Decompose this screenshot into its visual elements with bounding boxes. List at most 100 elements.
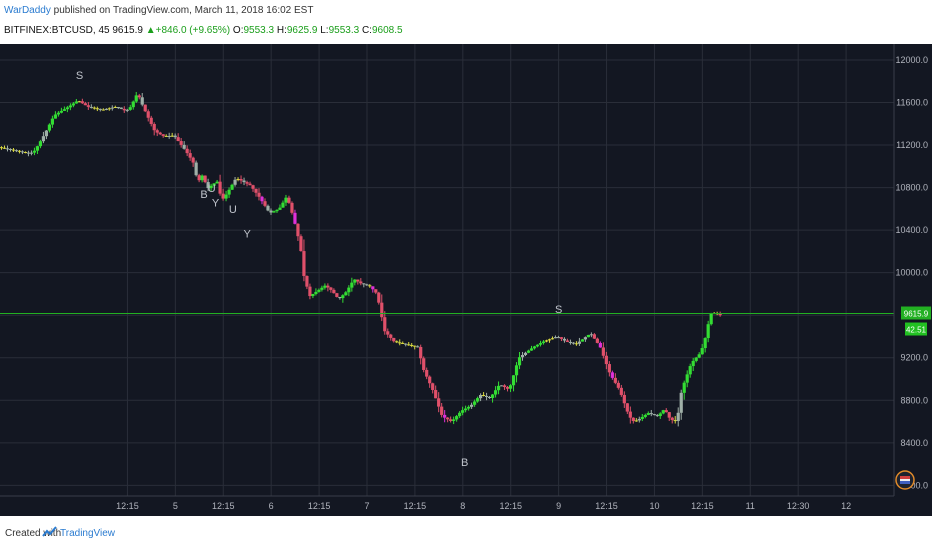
candle-body [511, 375, 516, 386]
candle-body [314, 291, 318, 294]
volume-badge [905, 322, 927, 336]
candle-body [236, 178, 240, 180]
tradingview-brand-link[interactable]: TradingView [60, 528, 116, 539]
candle-body [610, 372, 614, 378]
candle-body [164, 135, 168, 137]
candle-body [574, 343, 579, 345]
candle-body [50, 118, 55, 125]
candle-body [299, 236, 303, 252]
close-value: 9608.5 [371, 25, 403, 36]
candle-body [29, 152, 34, 154]
candle-body [392, 337, 396, 342]
volume-badge-text: 42.51 [906, 326, 927, 335]
candle-body [110, 107, 114, 109]
candle-body [14, 150, 19, 152]
price-change: +846.0 (+9.65%) [155, 25, 231, 36]
candle-body [670, 417, 674, 421]
candle-body [302, 251, 306, 276]
candle-body [197, 175, 201, 181]
candle-body [449, 419, 453, 421]
x-tick-label: 10 [649, 501, 659, 511]
candle-body [161, 134, 165, 136]
candle-body [529, 348, 534, 351]
time-axis-background[interactable] [0, 496, 894, 516]
candle-body [434, 389, 438, 399]
x-tick-label: 12:15 [595, 501, 618, 511]
candle-body [661, 410, 665, 414]
price-axis-background[interactable] [894, 44, 932, 496]
candle-body [83, 103, 87, 106]
candle-body [158, 132, 162, 135]
x-tick-label: 5 [173, 501, 178, 511]
candle-body [89, 106, 93, 108]
candle-body [568, 341, 573, 343]
candle-body [320, 287, 324, 290]
candle-body [718, 313, 722, 316]
candle-body [350, 282, 354, 288]
candle-body [194, 162, 198, 176]
candle-body [484, 396, 489, 398]
signal-label: B [461, 457, 468, 469]
signal-label: U [208, 183, 216, 195]
candle-body [577, 341, 582, 344]
candle-body [128, 107, 132, 110]
candle-body [589, 334, 593, 336]
footer: Created with TradingView [0, 516, 932, 550]
candle-body [2, 147, 7, 149]
candle-body [41, 136, 46, 142]
symbol-line: BITFINEX:BTCUSD, 45 9615.9 ▲+846.0 (+9.6… [4, 25, 403, 36]
candle-body [622, 394, 626, 404]
symbol-name: BITFINEX:BTCUSD, 45 [4, 25, 110, 36]
candle-body [673, 420, 677, 422]
flag-icon[interactable] [895, 470, 915, 490]
candle-body [398, 342, 402, 344]
author-link[interactable]: WarDaddy [4, 5, 51, 16]
candle-body [404, 343, 408, 345]
candle-body [359, 281, 363, 284]
candle-body [149, 117, 153, 124]
candle-body [116, 106, 120, 108]
candle-body [80, 101, 84, 104]
candle-body [251, 185, 255, 189]
candle-body [143, 104, 147, 112]
grid-lines [0, 44, 894, 496]
candle-body [233, 179, 237, 185]
candle-body [305, 275, 309, 287]
candle-body [640, 416, 644, 419]
x-tick-label: 12:15 [116, 501, 139, 511]
x-tick-label: 12:15 [212, 501, 235, 511]
x-tick-label: 12:15 [691, 501, 714, 511]
candle-body [461, 410, 465, 413]
candle-body [476, 398, 480, 402]
candle-body [446, 417, 450, 420]
high-label: H: [276, 25, 287, 36]
candle-body [520, 354, 525, 358]
candle-body [92, 107, 96, 109]
y-tick-label: 11600.0 [896, 97, 928, 107]
candle-body [565, 340, 570, 342]
candle-body [380, 302, 384, 318]
candle-body [131, 101, 135, 108]
candle-body [134, 95, 138, 102]
candle-body [532, 346, 537, 349]
signal-label: S [555, 304, 562, 316]
candle-body [200, 175, 204, 181]
open-label: O: [232, 25, 244, 36]
candle-body [59, 110, 63, 113]
candle-body [362, 283, 366, 285]
candle-body [122, 108, 126, 111]
open-value: 9553.3 [243, 25, 275, 36]
tradingview-logo-icon[interactable] [42, 526, 58, 540]
candle-body [71, 103, 75, 106]
x-tick-label: 12:15 [308, 501, 331, 511]
candle-body [365, 284, 369, 286]
candle-body [679, 392, 683, 413]
created-with-text: Created with [5, 528, 62, 539]
candle-body [368, 285, 372, 287]
candle-body [308, 286, 312, 297]
candle-body [443, 414, 447, 418]
candle-body [230, 184, 234, 190]
candle-body [146, 111, 150, 118]
